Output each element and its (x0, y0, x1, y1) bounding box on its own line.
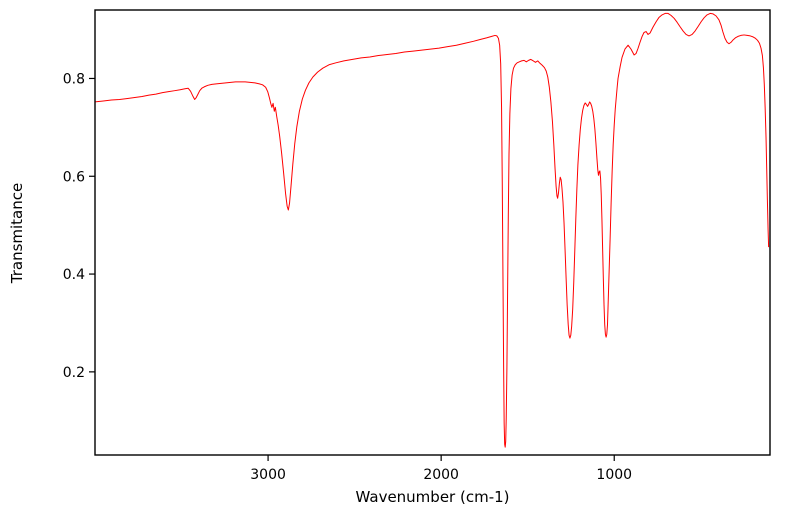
y-tick-label: 0.6 (63, 169, 85, 185)
x-tick-label: 3000 (250, 467, 286, 483)
y-tick-label: 0.2 (63, 365, 85, 381)
x-tick-label: 2000 (423, 467, 459, 483)
spectrum-line (95, 12, 770, 448)
plot-frame (94, 9, 771, 456)
x-axis-title: Wavenumber (cm-1) (355, 488, 510, 506)
y-tick-label: 0.8 (63, 71, 85, 87)
y-tick-label: 0.4 (63, 267, 85, 283)
x-tick-label: 1000 (596, 467, 632, 483)
y-axis-title: Transmitance (8, 182, 26, 284)
